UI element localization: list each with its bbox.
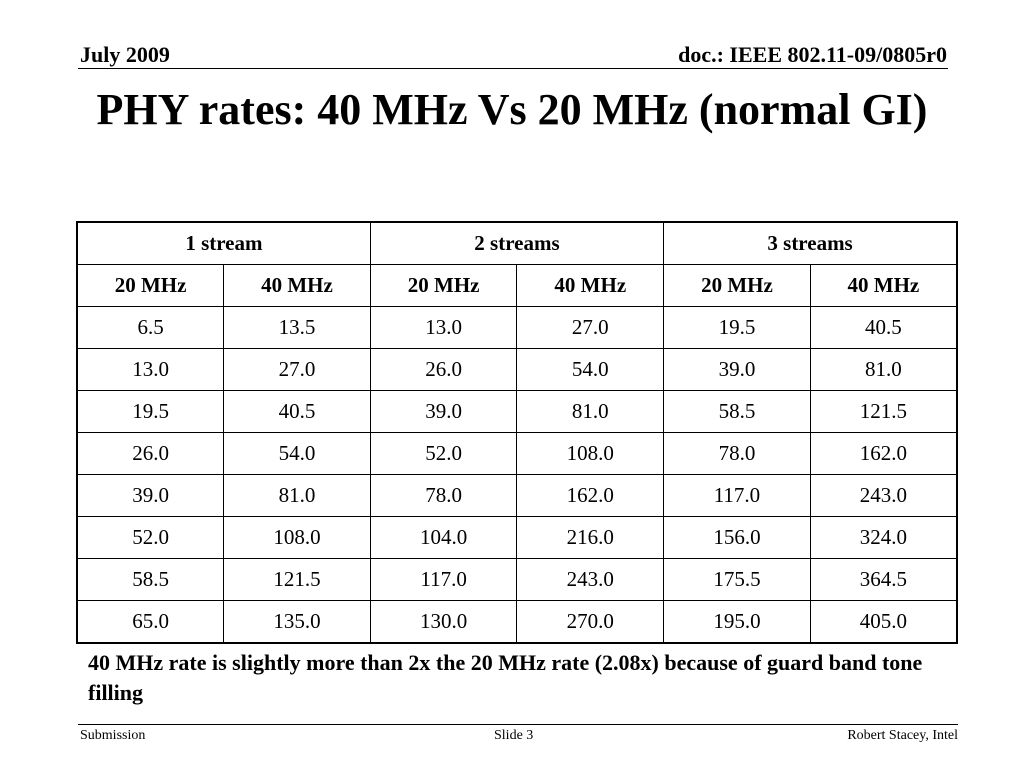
- table-cell: 40.5: [223, 390, 371, 433]
- table-row: 58.5 121.5 117.0 243.0 175.5 364.5: [76, 558, 958, 601]
- bandwidth-header-cell: 40 MHz: [516, 264, 665, 307]
- table-row: 13.0 27.0 26.0 54.0 39.0 81.0: [76, 348, 958, 391]
- table-cell: 6.5: [76, 306, 225, 349]
- header-divider: [78, 68, 948, 69]
- table-cell: 58.5: [76, 558, 225, 601]
- table-cell: 364.5: [809, 558, 958, 601]
- table-cell: 52.0: [369, 432, 518, 475]
- table-row: 26.0 54.0 52.0 108.0 78.0 162.0: [76, 432, 958, 475]
- bandwidth-header-cell: 40 MHz: [223, 264, 371, 307]
- table-cell: 324.0: [809, 516, 958, 559]
- bandwidth-header-cell: 40 MHz: [809, 264, 958, 307]
- stream-header-cell: 1 stream: [76, 221, 371, 265]
- table-cell: 108.0: [223, 516, 371, 559]
- table-row: 6.5 13.5 13.0 27.0 19.5 40.5: [76, 306, 958, 349]
- table-cell: 195.0: [663, 600, 811, 644]
- table-cell: 78.0: [369, 474, 518, 517]
- table-row: 52.0 108.0 104.0 216.0 156.0 324.0: [76, 516, 958, 559]
- bandwidth-header-cell: 20 MHz: [76, 264, 225, 307]
- bandwidth-header-cell: 20 MHz: [663, 264, 811, 307]
- table-cell: 19.5: [76, 390, 225, 433]
- table-cell: 81.0: [223, 474, 371, 517]
- table-cell: 13.0: [76, 348, 225, 391]
- table-cell: 270.0: [516, 600, 665, 644]
- table-cell: 13.0: [369, 306, 518, 349]
- table-row: 39.0 81.0 78.0 162.0 117.0 243.0: [76, 474, 958, 517]
- table-cell: 156.0: [663, 516, 811, 559]
- table-cell: 54.0: [223, 432, 371, 475]
- table-cell: 135.0: [223, 600, 371, 644]
- table-cell: 54.0: [516, 348, 665, 391]
- table-cell: 104.0: [369, 516, 518, 559]
- table-row: 19.5 40.5 39.0 81.0 58.5 121.5: [76, 390, 958, 433]
- table-row: 65.0 135.0 130.0 270.0 195.0 405.0: [76, 600, 958, 644]
- footnote-text: 40 MHz rate is slightly more than 2x the…: [88, 650, 923, 705]
- header-doc-id: doc.: IEEE 802.11-09/0805r0: [678, 42, 947, 67]
- header-date: July 2009: [80, 42, 170, 67]
- table-cell: 175.5: [663, 558, 811, 601]
- table-cell: 26.0: [76, 432, 225, 475]
- footer-author: Robert Stacey, Intel: [847, 728, 958, 743]
- table-cell: 39.0: [76, 474, 225, 517]
- slide-title: PHY rates: 40 MHz Vs 20 MHz (normal GI): [96, 85, 928, 134]
- stream-header-cell: 2 streams: [369, 221, 665, 265]
- table-cell: 78.0: [663, 432, 811, 475]
- table-cell: 19.5: [663, 306, 811, 349]
- table-cell: 26.0: [369, 348, 518, 391]
- table-cell: 58.5: [663, 390, 811, 433]
- table-cell: 243.0: [516, 558, 665, 601]
- table-cell: 27.0: [516, 306, 665, 349]
- footer-slide-number: Slide 3: [494, 728, 534, 743]
- phy-rates-table-container: 1 stream 2 streams 3 streams 20 MHz 40 MHz 20…: [76, 221, 958, 644]
- table-cell: 162.0: [516, 474, 665, 517]
- table-cell: 121.5: [809, 390, 958, 433]
- bandwidth-header-cell: 20 MHz: [369, 264, 518, 307]
- table-cell: 81.0: [516, 390, 665, 433]
- table-cell: 39.0: [369, 390, 518, 433]
- table-cell: 39.0: [663, 348, 811, 391]
- table-cell: 405.0: [809, 600, 958, 644]
- table-cell: 243.0: [809, 474, 958, 517]
- stream-header-cell: 3 streams: [663, 221, 958, 265]
- table-cell: 13.5: [223, 306, 371, 349]
- table-cell: 81.0: [809, 348, 958, 391]
- table-cell: 117.0: [663, 474, 811, 517]
- table-cell: 117.0: [369, 558, 518, 601]
- table-cell: 121.5: [223, 558, 371, 601]
- table-cell: 65.0: [76, 600, 225, 644]
- footer-submission: Submission: [80, 728, 146, 743]
- table-cell: 27.0: [223, 348, 371, 391]
- table-cell: 162.0: [809, 432, 958, 475]
- phy-rates-table: 1 stream 2 streams 3 streams 20 MHz 40 MHz 20…: [76, 221, 958, 644]
- table-cell: 40.5: [809, 306, 958, 349]
- table-cell: 130.0: [369, 600, 518, 644]
- stream-header-row: 1 stream 2 streams 3 streams: [76, 221, 958, 265]
- footer-divider: [78, 724, 958, 725]
- table-cell: 108.0: [516, 432, 665, 475]
- table-cell: 52.0: [76, 516, 225, 559]
- bandwidth-header-row: 20 MHz 40 MHz 20 MHz 40 MHz 20 MHz 40 MHz: [76, 264, 958, 307]
- table-cell: 216.0: [516, 516, 665, 559]
